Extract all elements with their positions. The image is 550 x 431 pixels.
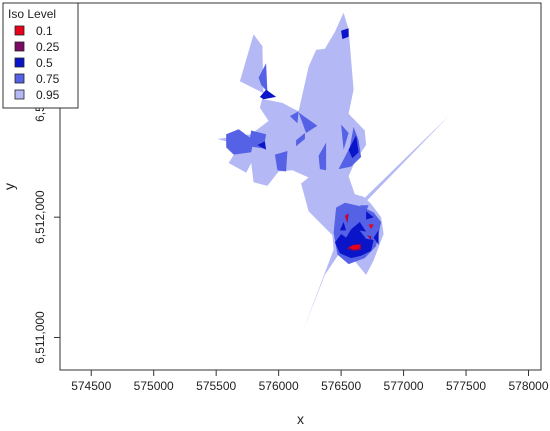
contour-polygon: [373, 230, 379, 245]
contour-polygon: [289, 111, 299, 124]
contour-polygon: [274, 151, 288, 172]
contour-polygon: [259, 89, 277, 100]
x-tick-label: 574500: [71, 379, 111, 393]
contour-polygon: [318, 142, 327, 171]
y-axis-label: y: [1, 183, 17, 190]
contour-polygon: [349, 114, 450, 213]
contour-polygon: [334, 229, 374, 259]
x-tick-label: 578000: [508, 379, 548, 393]
iso-level-0_5: [257, 28, 379, 259]
contour-polygon: [359, 205, 369, 212]
contour-polygon: [341, 28, 349, 40]
legend-entry-label: 0.25: [36, 40, 60, 54]
legend-title: Iso Level: [8, 7, 56, 21]
legend-swatch: [14, 41, 25, 52]
contour-polygon: [258, 63, 268, 92]
x-tick-label: 575500: [196, 379, 236, 393]
legend: Iso Level 0.1 0.25 0.5 0.75 0.95: [2, 2, 79, 109]
contour-polygon: [366, 211, 374, 220]
contour-polygon: [296, 133, 305, 147]
x-tick-label: 575000: [134, 379, 174, 393]
legend-swatch: [14, 57, 25, 68]
legend-entry-label: 0.95: [36, 88, 60, 102]
contour-polygon: [257, 141, 267, 150]
x-tick-label: 577000: [384, 379, 424, 393]
legend-swatch: [14, 89, 25, 100]
legend-entry-label: 0.75: [36, 72, 60, 86]
legend-swatch: [14, 73, 25, 84]
y-tick-label: 6,511,000: [33, 311, 47, 364]
contour-polygon: [351, 222, 367, 232]
legend-entry-label: 0.1: [36, 24, 53, 38]
contour-polygon: [341, 124, 349, 150]
plot-area: [217, 12, 450, 330]
contour-polygon: [217, 12, 384, 330]
contour-polygon: [368, 224, 374, 230]
plot-frame: [59, 2, 542, 371]
x-tick-label: 577500: [446, 379, 486, 393]
contour-polygon: [298, 112, 318, 133]
x-axis-label: x: [297, 411, 304, 427]
legend-swatch: [14, 25, 25, 36]
iso-level-0_95: [217, 12, 450, 330]
contour-polygon: [348, 135, 359, 159]
legend-entry-label: 0.5: [36, 56, 53, 70]
contour-polygon: [348, 244, 360, 250]
y-tick-label: 6,512,000: [33, 190, 47, 244]
x-tick-label: 576500: [321, 379, 361, 393]
contour-polygon: [367, 235, 370, 239]
contour-polygon: [339, 222, 347, 231]
x-axis: 574500 575000 575500 576000 576500 577000 5775…: [71, 370, 549, 393]
contour-polygon: [344, 213, 348, 222]
x-tick-label: 576000: [259, 379, 299, 393]
iso-level-0_1: [344, 213, 374, 250]
contour-polygon: [226, 129, 254, 155]
